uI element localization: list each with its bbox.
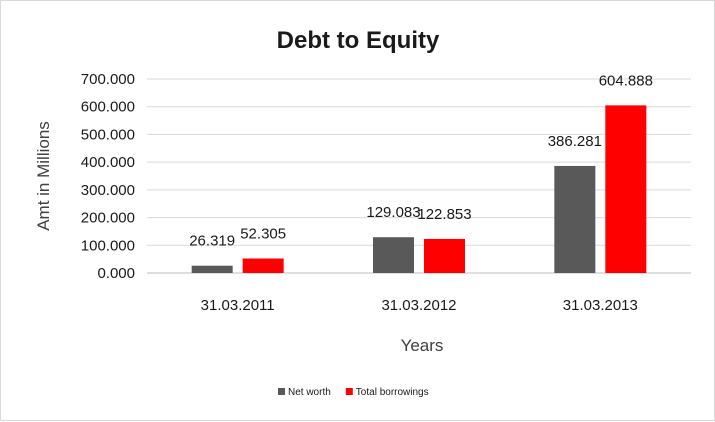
legend: Net worth Total borrowings — [278, 387, 429, 398]
data-label: 26.319 — [189, 233, 235, 250]
data-label: 386.281 — [548, 133, 602, 150]
x-tick-label: 31.03.2011 — [201, 297, 275, 314]
y-tick-label: 500.000 — [81, 126, 135, 143]
bar — [242, 258, 284, 273]
y-tick-label: 0.000 — [97, 265, 135, 282]
gridlines — [147, 78, 691, 274]
data-label: 129.083 — [366, 204, 420, 221]
y-tick-label: 700.000 — [81, 71, 135, 88]
y-axis-label: Amt in Millions — [34, 121, 53, 231]
legend-swatch — [345, 388, 353, 395]
bars — [191, 105, 647, 273]
legend-swatch — [278, 388, 285, 395]
y-tick-label: 200.000 — [81, 210, 135, 227]
bar — [373, 237, 414, 273]
bar — [424, 238, 465, 273]
y-tick-label: 300.000 — [81, 182, 135, 199]
bar — [554, 165, 596, 273]
x-tick-label: 31.03.2012 — [381, 297, 456, 314]
bar — [191, 265, 233, 273]
chart-title: Debt to Equity — [277, 27, 440, 54]
legend-entry: Total borrowings — [356, 387, 429, 398]
x-tick-label: 31.03.2013 — [563, 297, 638, 314]
data-label: 52.305 — [240, 226, 286, 243]
y-tick-label: 100.000 — [81, 237, 135, 254]
legend-entry: Net worth — [288, 387, 331, 398]
data-label: 604.888 — [599, 72, 653, 89]
x-axis-ticks: 31.03.2011 31.03.2012 31.03.2013 — [201, 297, 638, 314]
y-tick-label: 400.000 — [81, 154, 135, 171]
y-axis-ticks: 0.000 100.000 200.000 300.000 400.000 500.000… — [81, 71, 135, 282]
y-tick-label: 600.000 — [81, 99, 135, 116]
bar — [605, 105, 647, 273]
x-axis-label: Years — [401, 336, 444, 355]
data-label: 122.853 — [417, 206, 471, 223]
